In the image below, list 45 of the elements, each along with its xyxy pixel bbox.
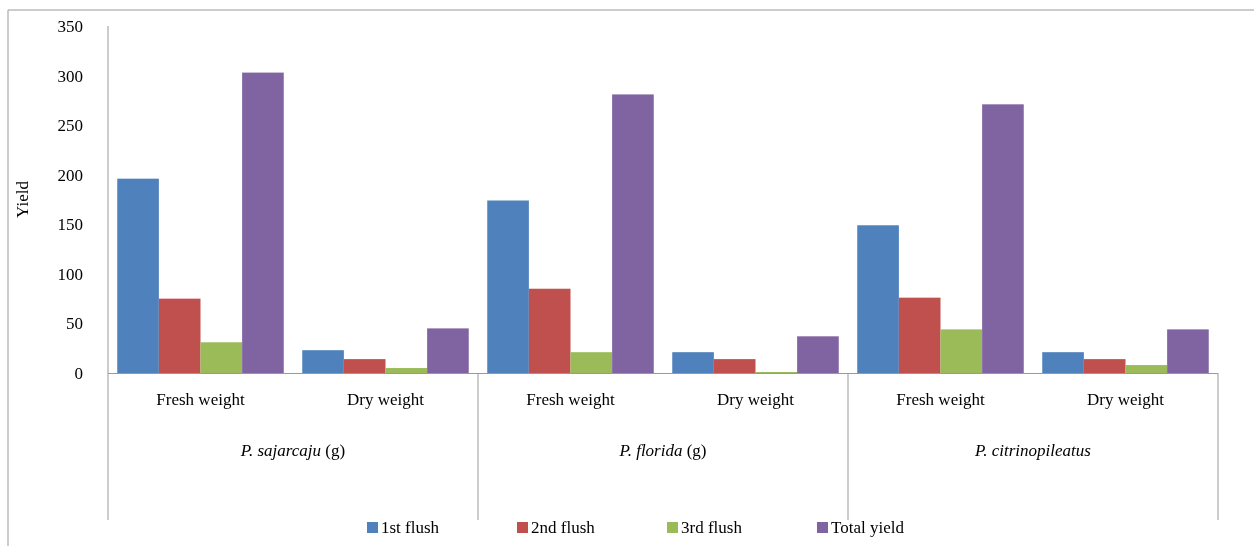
- text: P. florida (g): [618, 441, 707, 460]
- x-tick-label: Fresh weight: [156, 390, 245, 409]
- text: P. sajarcaju (g): [239, 441, 346, 460]
- x-tick-label: Dry weight: [1087, 390, 1165, 409]
- bar: [1167, 329, 1209, 373]
- y-tick-label: 0: [74, 363, 83, 383]
- legend-label: Total yield: [831, 518, 905, 537]
- bar: [385, 368, 428, 373]
- legend-label: 2nd flush: [531, 518, 596, 537]
- legend-label: 3rd flush: [681, 518, 743, 537]
- y-tick-label: 150: [57, 215, 83, 235]
- bar: [427, 328, 469, 373]
- bar: [1042, 352, 1084, 373]
- y-tick-label: 300: [57, 66, 83, 86]
- x-tick-label: Fresh weight: [896, 390, 985, 409]
- bar: [940, 329, 983, 373]
- bar: [158, 298, 201, 373]
- bar: [117, 178, 159, 373]
- bar: [857, 225, 899, 373]
- bar: [528, 288, 571, 373]
- text: P. citrinopileatus: [974, 441, 1092, 460]
- x-tick-label: Dry weight: [347, 390, 425, 409]
- bar: [672, 352, 714, 373]
- bar: [612, 94, 654, 373]
- bar: [242, 72, 284, 373]
- bar: [797, 336, 839, 373]
- bar: [343, 359, 386, 373]
- bar: [982, 104, 1024, 373]
- y-tick-label: 100: [57, 264, 83, 284]
- y-tick-label: 50: [66, 314, 83, 334]
- legend-label: 1st flush: [381, 518, 440, 537]
- y-tick-label: 250: [57, 116, 83, 136]
- y-tick-label: 200: [57, 165, 83, 185]
- bar: [570, 352, 613, 373]
- bar: [713, 359, 756, 373]
- bar: [302, 350, 344, 373]
- bar: [898, 297, 941, 373]
- y-axis-title: Yield: [13, 180, 32, 218]
- bar: [200, 342, 243, 373]
- y-tick-label: 350: [57, 16, 83, 36]
- x-tick-label: Fresh weight: [526, 390, 615, 409]
- bar: [487, 200, 529, 373]
- bar: [1125, 365, 1168, 373]
- x-tick-label: Dry weight: [717, 390, 795, 409]
- bar: [1083, 359, 1126, 373]
